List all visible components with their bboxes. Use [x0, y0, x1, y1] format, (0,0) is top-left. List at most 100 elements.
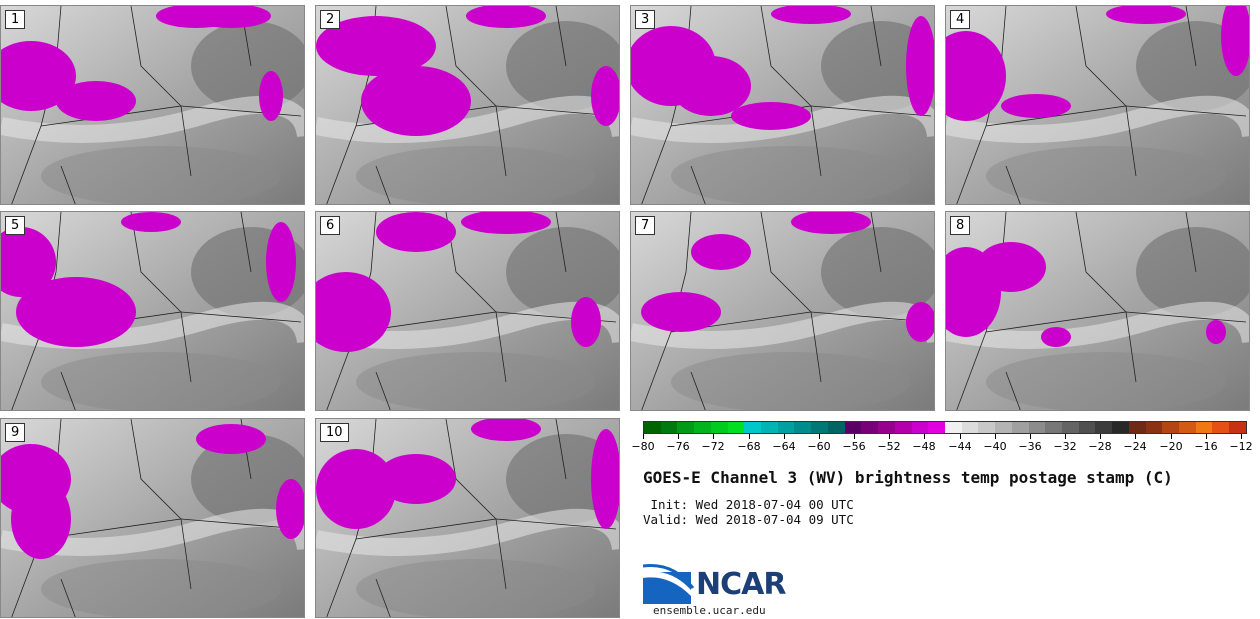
- colorbar-swatch: [727, 422, 745, 433]
- colorbar-tick-label: −28: [1088, 440, 1112, 453]
- water-vapor-map: [631, 6, 934, 204]
- panel-label: 9: [5, 423, 26, 442]
- colorbar-swatch: [944, 422, 962, 433]
- colorbar-tick: [889, 434, 890, 439]
- colorbar-swatch: [777, 422, 795, 433]
- colorbar-tick-label: −16: [1194, 440, 1218, 453]
- map-panel-9: 9: [0, 418, 305, 618]
- colorbar-swatch: [861, 422, 879, 433]
- colorbar-tick-label: −24: [1123, 440, 1147, 453]
- water-vapor-map: [1, 6, 304, 204]
- colorbar-swatch: [1212, 422, 1230, 433]
- colorbar-swatch: [1028, 422, 1046, 433]
- colorbar-tick-label: −76: [666, 440, 690, 453]
- colorbar-tick-label: −44: [948, 440, 972, 453]
- map-panel-6: 6: [315, 211, 620, 411]
- colorbar-swatch: [1195, 422, 1213, 433]
- panel-label: 5: [5, 216, 26, 235]
- colorbar-swatch: [961, 422, 979, 433]
- colorbar-swatch: [894, 422, 912, 433]
- colorbar-tick: [819, 434, 820, 439]
- colorbar-tick-label: −52: [877, 440, 901, 453]
- colorbar-swatch: [694, 422, 711, 433]
- panel-label: 8: [950, 216, 971, 235]
- panel-label: 2: [320, 10, 341, 29]
- colorbar-swatch: [1145, 422, 1163, 433]
- colorbar-tick-label: −40: [983, 440, 1007, 453]
- colorbar-swatch: [1128, 422, 1146, 433]
- colorbar-tick-label: −36: [1018, 440, 1042, 453]
- colorbar-swatch: [911, 422, 929, 433]
- colorbar-swatch: [744, 422, 762, 433]
- colorbar-tick: [1171, 434, 1172, 439]
- colorbar-tick-label: −20: [1159, 440, 1183, 453]
- colorbar-swatch: [1061, 422, 1079, 433]
- colorbar-swatch: [995, 422, 1012, 433]
- colorbar-tick: [643, 434, 644, 439]
- map-panel-2: 2: [315, 5, 620, 205]
- colorbar-tick-label: −56: [842, 440, 866, 453]
- colorbar-swatch: [928, 422, 945, 433]
- panel-label: 6: [320, 216, 341, 235]
- colorbar-tick: [678, 434, 679, 439]
- colorbar-swatch: [1179, 422, 1196, 433]
- map-panel-4: 4: [945, 5, 1250, 205]
- colorbar-tick: [1241, 434, 1242, 439]
- init-time: Init: Wed 2018-07-04 00 UTC: [643, 497, 854, 512]
- panel-label: 7: [635, 216, 656, 235]
- colorbar: [643, 421, 1247, 434]
- water-vapor-map: [316, 212, 619, 410]
- colorbar-tick: [749, 434, 750, 439]
- panel-label: 4: [950, 10, 971, 29]
- colorbar-tick: [854, 434, 855, 439]
- colorbar-tick: [784, 434, 785, 439]
- colorbar-swatch: [1011, 422, 1029, 433]
- colorbar-tick: [1206, 434, 1207, 439]
- colorbar-tick: [1100, 434, 1101, 439]
- colorbar-swatch: [1078, 422, 1096, 433]
- url-text: ensemble.ucar.edu: [653, 604, 766, 617]
- colorbar-tick: [1135, 434, 1136, 439]
- colorbar-tick-label: −60: [807, 440, 831, 453]
- ncar-logo-icon: [643, 563, 695, 604]
- panel-label: 1: [5, 10, 26, 29]
- valid-time: Valid: Wed 2018-07-04 09 UTC: [643, 512, 854, 527]
- map-panel-5: 5: [0, 211, 305, 411]
- map-panel-3: 3: [630, 5, 935, 205]
- colorbar-tick: [960, 434, 961, 439]
- colorbar-tick: [995, 434, 996, 439]
- colorbar-tick-label: −12: [1229, 440, 1253, 453]
- colorbar-tick-label: −80: [631, 440, 655, 453]
- colorbar-swatch: [827, 422, 845, 433]
- water-vapor-map: [1, 419, 304, 617]
- colorbar-swatch: [644, 422, 661, 433]
- colorbar-swatch: [844, 422, 862, 433]
- chart-title: GOES-E Channel 3 (WV) brightness temp po…: [643, 468, 1173, 487]
- colorbar-swatch: [978, 422, 996, 433]
- logo-text: NCAR: [696, 567, 786, 602]
- colorbar-swatch: [677, 422, 695, 433]
- colorbar-ticks: −80 −76 −72 −68 −64 −60 −56 −52 −48 −44 −40 −36 −32−…: [631, 434, 1253, 454]
- colorbar-tick-label: −68: [737, 440, 761, 453]
- water-vapor-map: [316, 6, 619, 204]
- colorbar-tick: [713, 434, 714, 439]
- water-vapor-map: [1, 212, 304, 410]
- colorbar-tick-label: −72: [701, 440, 725, 453]
- water-vapor-map: [316, 419, 619, 617]
- colorbar-swatch: [878, 422, 895, 433]
- colorbar-swatch: [660, 422, 678, 433]
- colorbar-tick-label: −48: [912, 440, 936, 453]
- colorbar-tick: [1065, 434, 1066, 439]
- colorbar-swatch: [1162, 422, 1179, 433]
- colorbar-tick: [1030, 434, 1031, 439]
- colorbar-swatch: [794, 422, 812, 433]
- colorbar-tick-label: −32: [1053, 440, 1077, 453]
- map-panel-7: 7: [630, 211, 935, 411]
- map-panel-8: 8: [945, 211, 1250, 411]
- colorbar-tick-label: −64: [772, 440, 796, 453]
- colorbar-swatch: [1229, 422, 1246, 433]
- colorbar-swatch: [1095, 422, 1113, 433]
- colorbar-swatch: [761, 422, 778, 433]
- map-panel-10: 10: [315, 418, 620, 618]
- map-panel-1: 1: [0, 5, 305, 205]
